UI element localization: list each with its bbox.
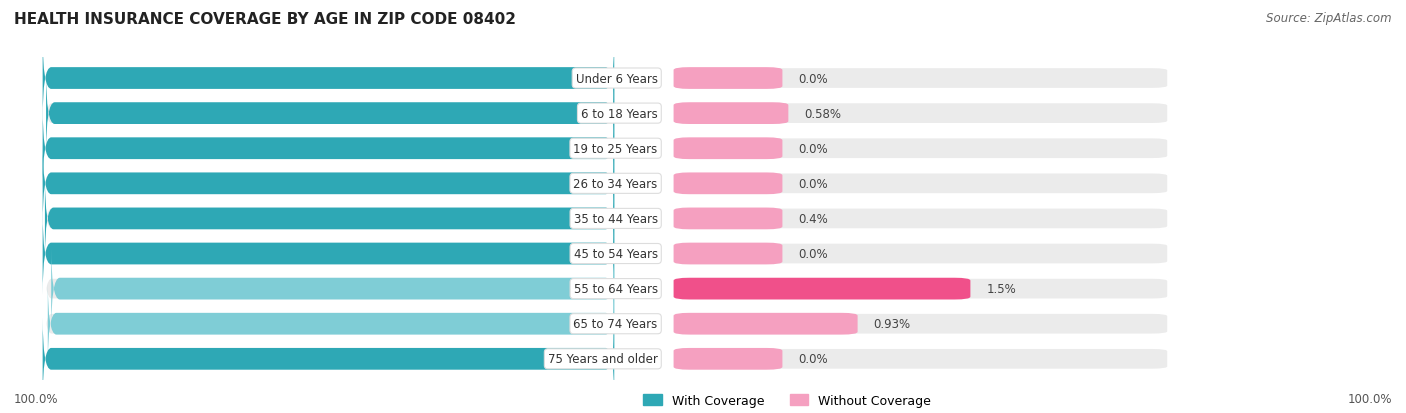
FancyBboxPatch shape [48,282,614,366]
Text: 45 to 54 Years: 45 to 54 Years [574,247,658,260]
Text: 35 to 44 Years: 35 to 44 Years [574,212,658,225]
Text: 99.4%: 99.4% [603,107,640,120]
Text: 0.0%: 0.0% [799,178,828,190]
Text: 6 to 18 Years: 6 to 18 Years [581,107,658,120]
FancyBboxPatch shape [45,177,614,261]
Text: 100.0%: 100.0% [603,247,647,260]
Text: 0.4%: 0.4% [799,212,828,225]
FancyBboxPatch shape [42,282,614,366]
Legend: With Coverage, Without Coverage: With Coverage, Without Coverage [644,394,931,407]
FancyBboxPatch shape [673,103,789,125]
Text: 0.0%: 0.0% [799,142,828,155]
Text: 26 to 34 Years: 26 to 34 Years [574,178,658,190]
Text: 0.0%: 0.0% [799,352,828,366]
Text: 99.6%: 99.6% [603,212,640,225]
FancyBboxPatch shape [673,313,858,335]
FancyBboxPatch shape [46,72,614,156]
Text: 99.1%: 99.1% [603,318,640,330]
Text: 100.0%: 100.0% [603,178,647,190]
Text: 100.0%: 100.0% [603,352,647,366]
FancyBboxPatch shape [42,107,614,190]
FancyBboxPatch shape [673,243,1168,265]
Text: 100.0%: 100.0% [1347,392,1392,405]
FancyBboxPatch shape [673,348,1168,370]
FancyBboxPatch shape [42,37,614,121]
FancyBboxPatch shape [673,243,782,265]
FancyBboxPatch shape [673,278,970,300]
Text: 100.0%: 100.0% [603,142,647,155]
FancyBboxPatch shape [673,103,1168,125]
FancyBboxPatch shape [673,138,782,160]
Text: Source: ZipAtlas.com: Source: ZipAtlas.com [1267,12,1392,25]
FancyBboxPatch shape [673,278,1168,300]
Text: 65 to 74 Years: 65 to 74 Years [574,318,658,330]
FancyBboxPatch shape [673,68,782,90]
FancyBboxPatch shape [673,68,1168,90]
FancyBboxPatch shape [42,142,614,225]
Text: 0.0%: 0.0% [799,247,828,260]
Text: 75 Years and older: 75 Years and older [548,352,658,366]
FancyBboxPatch shape [42,177,614,261]
FancyBboxPatch shape [42,107,614,190]
FancyBboxPatch shape [42,212,614,296]
Text: 100.0%: 100.0% [603,72,647,85]
Text: 55 to 64 Years: 55 to 64 Years [574,282,658,295]
FancyBboxPatch shape [42,37,614,121]
Text: 100.0%: 100.0% [14,392,59,405]
FancyBboxPatch shape [42,317,614,401]
FancyBboxPatch shape [673,208,1168,230]
Text: 0.93%: 0.93% [873,318,911,330]
FancyBboxPatch shape [51,247,614,330]
FancyBboxPatch shape [673,173,1168,195]
FancyBboxPatch shape [673,138,1168,160]
FancyBboxPatch shape [42,212,614,296]
FancyBboxPatch shape [42,72,614,156]
Text: 0.58%: 0.58% [804,107,841,120]
FancyBboxPatch shape [673,348,782,370]
Text: HEALTH INSURANCE COVERAGE BY AGE IN ZIP CODE 08402: HEALTH INSURANCE COVERAGE BY AGE IN ZIP … [14,12,516,27]
Text: Under 6 Years: Under 6 Years [575,72,658,85]
FancyBboxPatch shape [42,247,614,330]
FancyBboxPatch shape [673,208,782,230]
FancyBboxPatch shape [42,142,614,225]
FancyBboxPatch shape [673,313,1168,335]
Text: 1.5%: 1.5% [986,282,1017,295]
FancyBboxPatch shape [42,317,614,401]
FancyBboxPatch shape [673,173,782,195]
Text: 98.5%: 98.5% [603,282,640,295]
Text: 0.0%: 0.0% [799,72,828,85]
Text: 19 to 25 Years: 19 to 25 Years [574,142,658,155]
